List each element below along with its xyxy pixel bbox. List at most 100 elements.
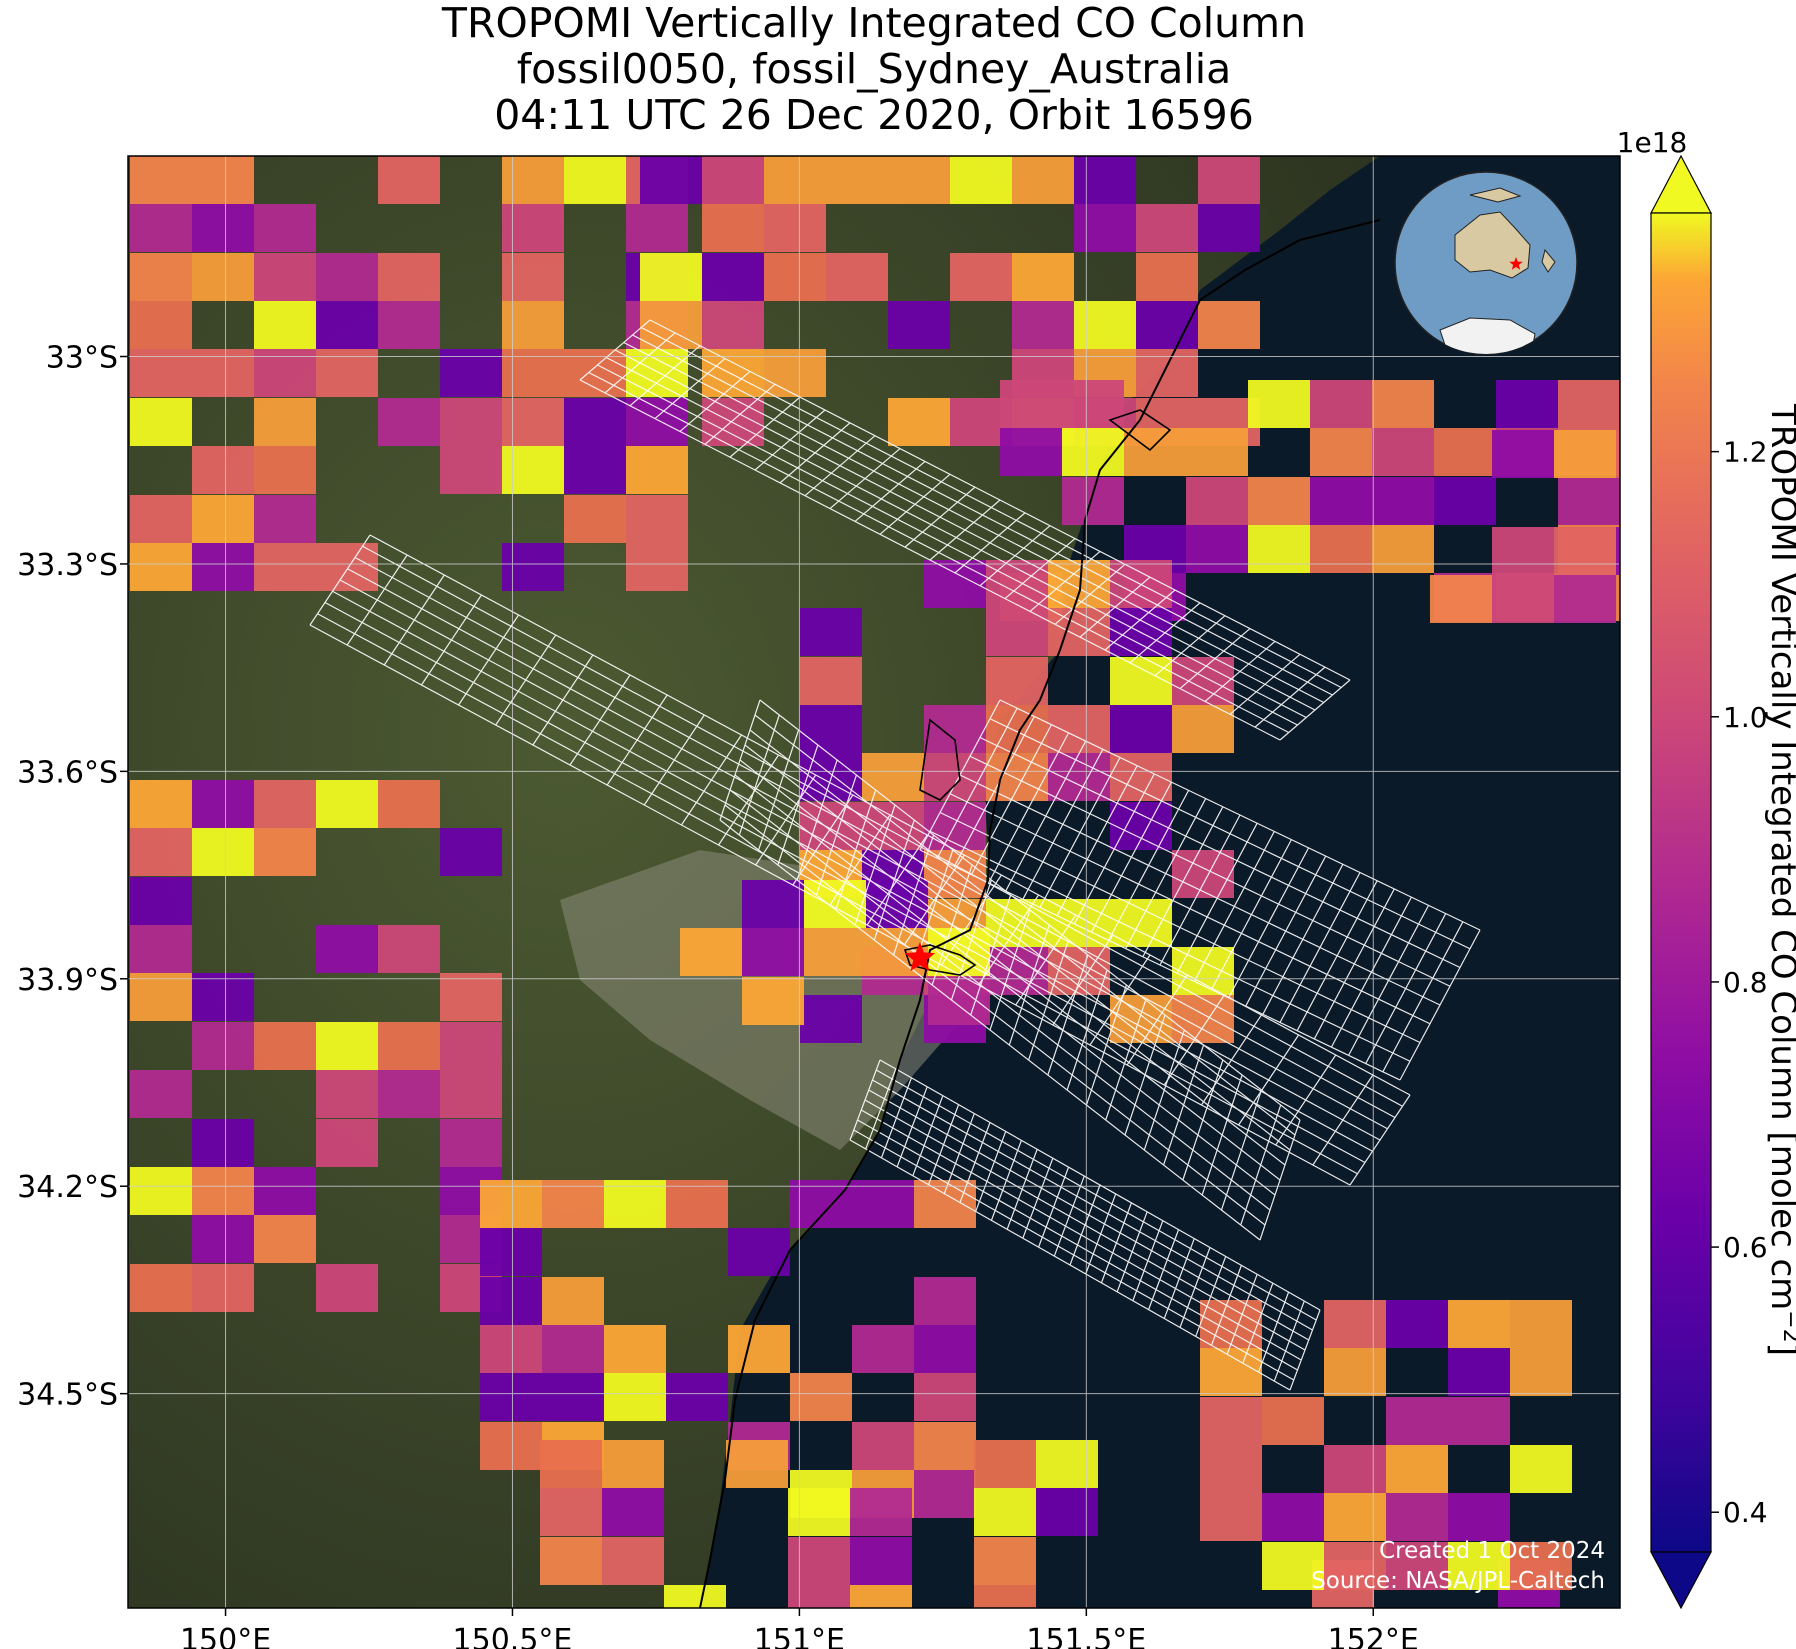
co-pixel (1036, 1440, 1098, 1488)
co-pixel (1386, 1542, 1448, 1590)
co-pixel (480, 1180, 542, 1228)
co-pixel (540, 1537, 602, 1585)
co-pixel (130, 495, 192, 543)
co-pixel (626, 446, 688, 494)
co-pixel (914, 1180, 976, 1228)
lat-tick-label: 33.3°S (17, 548, 118, 583)
co-pixel (564, 156, 626, 204)
co-pixel (1448, 1348, 1510, 1396)
co-pixel (480, 1373, 542, 1421)
co-pixel (602, 1440, 664, 1488)
co-pixel (626, 495, 688, 543)
co-pixel (130, 204, 192, 252)
colorbar-exponent: 1e18 (1617, 126, 1688, 159)
co-pixel (1434, 428, 1496, 476)
footprint-line (969, 755, 1451, 987)
map-area[interactable] (128, 156, 1678, 1633)
co-pixel (130, 828, 192, 876)
co-pixel (542, 1325, 604, 1373)
colorbar-label-main: TROPOMI Vertically Integrated CO Column … (1763, 403, 1796, 1310)
colorbar-extend-top (1650, 154, 1712, 214)
footprint-line (872, 1079, 1313, 1331)
colorbar-tick-label: 1.0 (1723, 701, 1768, 734)
inset-globe (1394, 171, 1578, 355)
co-pixel (1510, 1300, 1572, 1348)
co-pixel (1048, 705, 1110, 753)
credit-created: Created 1 Oct 2024 (1379, 1538, 1605, 1564)
co-pixel (888, 301, 950, 349)
footprint-line (724, 804, 1266, 1226)
co-pixel (640, 156, 702, 204)
co-pixel (130, 973, 192, 1021)
co-pixel (316, 1264, 378, 1312)
co-pixel (440, 398, 502, 446)
co-pixel (826, 156, 888, 204)
footprint-line (317, 613, 1358, 1175)
co-pixel (440, 446, 502, 494)
co-pixel (986, 753, 1048, 801)
co-pixel (1372, 428, 1434, 476)
co-pixel (378, 253, 440, 301)
co-pixel (502, 204, 564, 252)
co-pixel (914, 1277, 976, 1325)
footprint-line (860, 1109, 1302, 1361)
lon-tick-label: 151°E (754, 1623, 845, 1649)
co-pixel (1124, 428, 1186, 476)
co-pixel (1372, 380, 1434, 428)
co-pixel (728, 1228, 790, 1276)
co-pixel (1248, 525, 1310, 573)
footprint-line (879, 1059, 1321, 1311)
co-pixel (192, 446, 254, 494)
co-pixel (604, 1180, 666, 1228)
co-pixel (1386, 1397, 1448, 1445)
co-pixel (1074, 204, 1136, 252)
lat-tick-label: 33.9°S (17, 963, 118, 998)
footprint-line (929, 830, 1411, 1062)
co-pixel (852, 1180, 914, 1228)
co-pixel (1074, 301, 1136, 349)
co-pixel (1510, 1348, 1572, 1396)
co-pixel (502, 543, 564, 591)
footprint-line (649, 319, 1351, 681)
co-pixel (1510, 1542, 1572, 1590)
co-pixel (316, 253, 378, 301)
co-pixel (664, 1585, 726, 1608)
co-pixel (1186, 525, 1248, 573)
co-pixel (666, 1180, 728, 1228)
co-pixel (192, 1264, 254, 1312)
co-pixel (986, 608, 1048, 656)
co-pixel (254, 828, 316, 876)
footprint-line (734, 774, 1276, 1196)
footprint-line (754, 714, 1296, 1136)
co-pixel (502, 156, 564, 204)
co-pixel (1198, 156, 1260, 204)
co-pixel (602, 1537, 664, 1585)
co-pixel (1000, 380, 1062, 428)
co-pixel (130, 877, 192, 925)
colorbar-tick-label: 1.2 (1723, 436, 1768, 469)
co-pixel (130, 156, 192, 204)
co-pixel (974, 1488, 1036, 1536)
co-pixel (826, 253, 888, 301)
co-pixel (1372, 477, 1434, 525)
colorbar-ticks: 0.4 0.6 0.8 1.0 1.2 (1711, 436, 1768, 1529)
co-pixel (130, 1070, 192, 1118)
co-pixel (440, 973, 502, 1021)
co-pixel (440, 1022, 502, 1070)
co-pixel (852, 1422, 914, 1470)
co-pixel (764, 204, 826, 252)
title-line-1: TROPOMI Vertically Integrated CO Column (441, 0, 1307, 47)
co-pixel (378, 1070, 440, 1118)
co-pixel (1198, 301, 1260, 349)
co-pixel (1248, 477, 1310, 525)
lat-tick-label: 34.5°S (17, 1378, 118, 1413)
co-pixel (192, 495, 254, 543)
co-pixel (1616, 527, 1620, 575)
co-pixel (1136, 204, 1198, 252)
co-pixel (1012, 301, 1074, 349)
co-pixel (914, 1373, 976, 1421)
co-pixel (974, 1537, 1036, 1585)
co-pixel (1430, 575, 1492, 623)
co-pixel (192, 1022, 254, 1070)
